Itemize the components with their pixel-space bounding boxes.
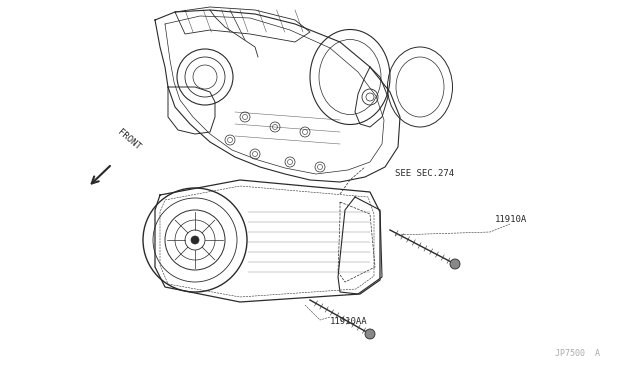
Text: JP7500  A: JP7500 A (555, 350, 600, 359)
Circle shape (450, 259, 460, 269)
Circle shape (191, 236, 199, 244)
Circle shape (365, 329, 375, 339)
Text: 11910A: 11910A (495, 215, 527, 224)
Text: 11910AA: 11910AA (330, 317, 367, 327)
Text: FRONT: FRONT (116, 128, 142, 152)
Text: SEE SEC.274: SEE SEC.274 (395, 170, 454, 179)
